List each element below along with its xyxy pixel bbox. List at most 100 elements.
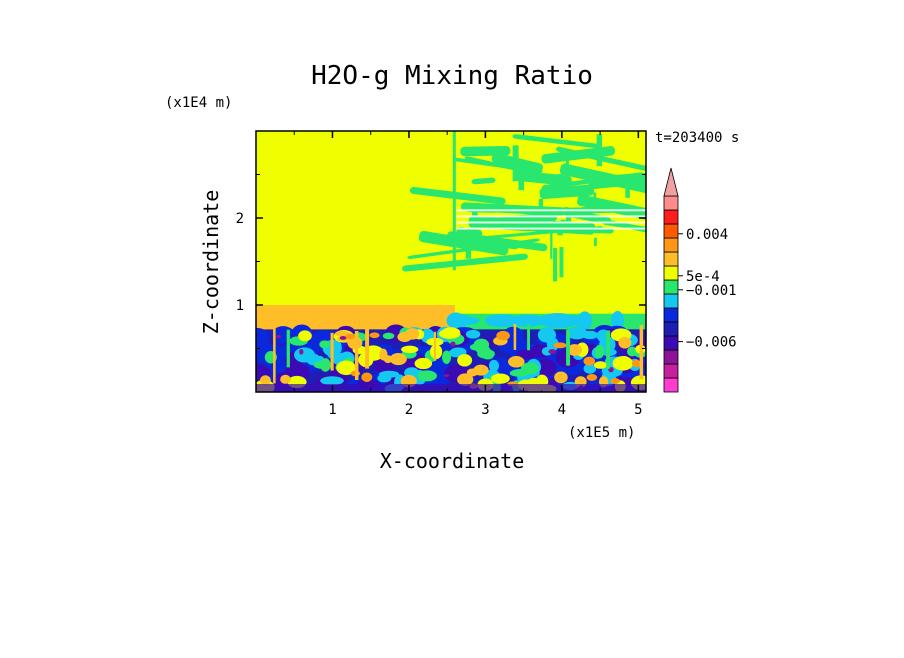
orange-band [256,305,455,330]
turbulent-eddy [345,333,355,340]
turbulent-eddy [319,340,331,349]
turbulent-eddy [299,349,304,355]
moist-filament [512,145,519,182]
turbulent-eddy [509,369,529,377]
turbulent-eddy [259,375,271,386]
convective-plume [606,330,611,369]
turbulent-eddy [593,361,608,369]
turbulent-eddy [379,348,388,361]
moist-streak [409,186,506,205]
colorbar-swatch [663,209,679,225]
colorbar-swatch [663,293,679,309]
moist-streak [460,145,511,157]
moist-filament [559,247,564,278]
cyan-patch [484,314,520,328]
convective-plume [433,331,437,361]
moist-streak [577,194,646,224]
colorbar-label: −0.001 [686,283,737,299]
turbulent-eddy [465,329,481,339]
x-axis-label: X-coordinate [380,449,525,473]
turbulent-eddy [347,336,363,350]
turbulent-eddy [320,376,344,386]
moist-filament [520,167,523,187]
convective-plume [354,330,359,381]
y-axis-label: Z-coordinate [199,190,223,335]
turbulent-eddy [508,356,525,368]
turbulent-eddy [256,327,270,349]
y-unit-label: (x1E4 m) [165,95,232,111]
x-tick-label: 5 [634,402,642,418]
heatmap-field [256,131,646,392]
turbulent-eddy [450,341,456,347]
convective-plume [330,332,334,371]
turbulent-eddy [313,361,332,369]
turbulent-eddy [553,342,567,349]
colorbar-extension [663,167,679,197]
turbulent-eddy [610,377,620,385]
moist-filament [550,221,553,259]
colorbar-swatch [663,349,679,365]
turbulent-eddy [627,346,638,357]
moist-filament [557,173,564,193]
turbulent-eddy [414,357,433,370]
colorbar-swatch [663,279,679,295]
cyan-patch [611,310,624,331]
moist-streak [564,211,646,241]
x-tick-label: 3 [481,402,489,418]
turbulent-eddy [339,335,347,340]
convective-plume [566,329,571,366]
colorbar: 0.004 5e-4−0.001 −0.006 [663,167,737,393]
colorbar-swatch [663,307,679,323]
moist-filament [553,247,558,282]
x-tick-label: 1 [328,402,336,418]
turbulent-eddy [405,328,420,340]
turbulent-eddy [586,373,598,381]
y-tick-label: 1 [236,298,244,314]
colorbar-swatch [663,223,679,239]
turbulent-eddy [382,332,395,340]
horizontal-band [456,227,646,230]
turbulent-eddy [619,355,630,365]
turbulent-eddy [457,354,473,367]
time-label: t=203400 s [655,130,739,146]
convective-plume [365,327,370,369]
vertical-front [452,131,456,271]
colorbar-swatch [663,251,679,267]
moist-streak [447,231,548,252]
convective-plume [273,327,276,384]
turbulent-eddy [369,332,380,339]
moist-streak [607,174,646,184]
colorbar-swatch [663,265,679,281]
turbulent-eddy [466,368,479,377]
x-unit-label: (x1E5 m) [568,425,635,441]
x-tick-label: 4 [558,402,566,418]
turbulent-eddy [438,328,461,339]
turbulent-eddy [441,350,452,365]
turbulent-eddy [537,327,557,343]
moist-filament [465,231,472,259]
turbulent-eddy [566,326,588,340]
moist-filament [625,185,630,198]
x-tick-label: 2 [405,402,413,418]
moist-streak [541,146,615,164]
colorbar-label: 0.004 [686,227,728,243]
turbulent-eddy [583,363,597,374]
turbulent-eddy [401,345,419,354]
cyan-patch [447,313,471,328]
colorbar-swatch [663,237,679,253]
moist-streak [471,177,496,185]
horizontal-band [456,209,646,212]
convective-plume [513,324,517,350]
turbulent-eddy [298,330,312,342]
turbulent-eddy [334,330,351,337]
cyan-patch [562,315,586,326]
turbulent-eddy [361,372,373,382]
colorbar-swatch [663,195,679,211]
moist-streak [418,230,509,256]
colorbar-label: 5e-4 [686,269,720,285]
turbulent-eddy [379,370,400,378]
horizontal-band [456,215,646,218]
moist-filament [565,157,569,188]
moist-streak [512,134,600,149]
